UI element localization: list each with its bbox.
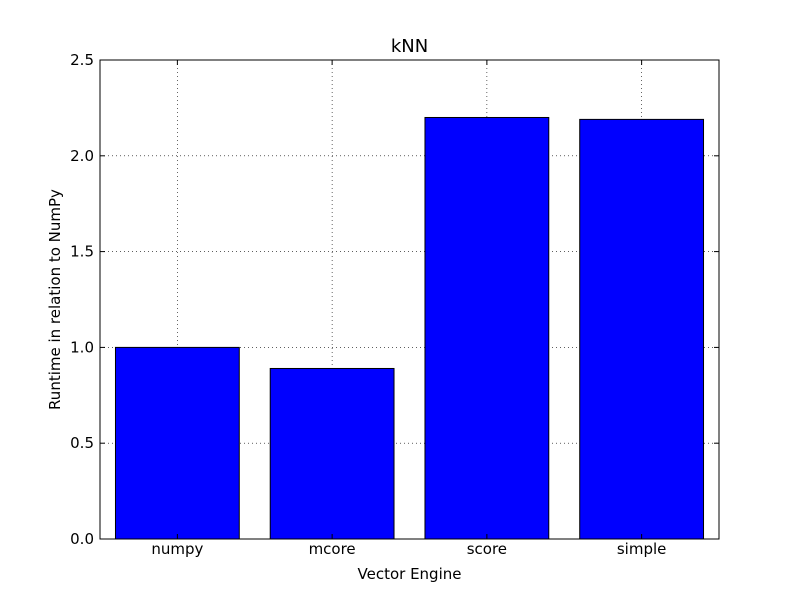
bar-numpy: [114, 346, 240, 540]
x-tick-label: score: [467, 540, 507, 558]
bar-simple: [579, 118, 705, 540]
plot-area-frame: [99, 59, 720, 540]
y-tick-label: 0.5: [70, 434, 94, 452]
y-tick-label: 2.5: [70, 51, 94, 69]
y-tick-label: 2.0: [70, 147, 94, 165]
chart-title: kNN: [391, 36, 428, 57]
bar-score: [424, 116, 550, 540]
y-tick-label: 0.0: [70, 530, 94, 548]
x-tick-label: numpy: [151, 540, 203, 558]
bars: [114, 116, 705, 540]
x-tick-label: mcore: [309, 540, 356, 558]
y-tick-label: 1.5: [70, 243, 94, 261]
y-tick-label: 1.0: [70, 338, 94, 356]
y-axis-label: Runtime in relation to NumPy: [46, 189, 64, 410]
ticks: 0.0 0.5 1.0 1.5 2.0 2.5 numpy mcore score simple: [70, 51, 719, 558]
x-tick-label: simple: [617, 540, 667, 558]
bar-mcore: [269, 367, 395, 540]
x-axis-label: Vector Engine: [358, 565, 462, 583]
